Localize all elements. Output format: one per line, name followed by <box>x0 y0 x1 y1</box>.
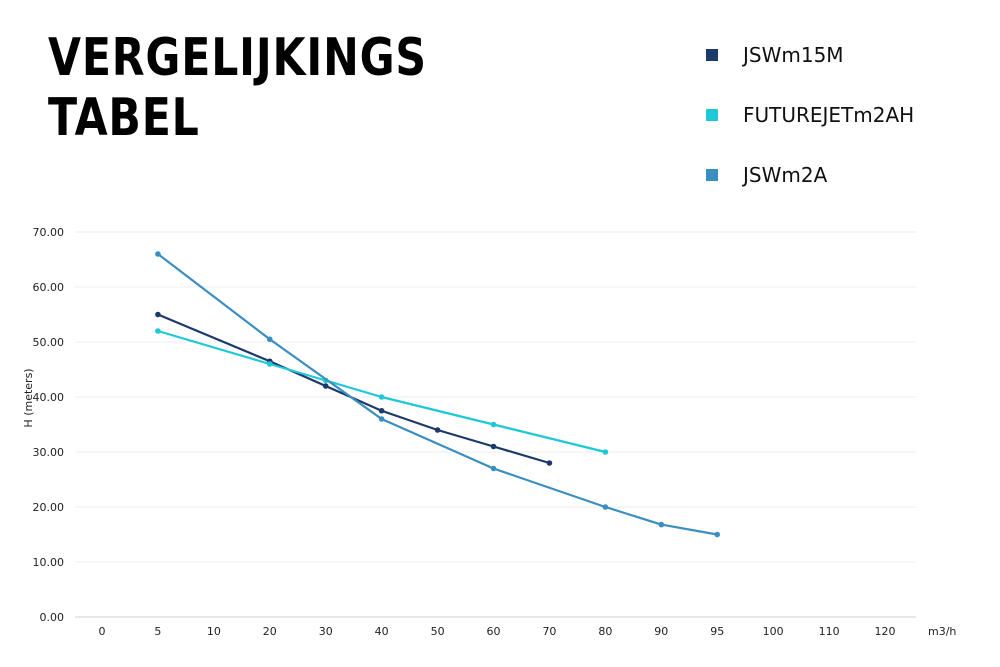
data-point-jswm15m <box>378 407 385 414</box>
y-tick-labels: 0.00 10.00 20.00 30.00 40.00 50.00 60.00 70.00 <box>33 226 65 624</box>
data-point-jswm2a <box>266 336 273 343</box>
chart-series <box>155 251 721 538</box>
x-tick-label: 40 <box>375 625 389 638</box>
legend-item-jswm2a: JSWm2A <box>706 160 914 190</box>
x-tick-label: 90 <box>654 625 668 638</box>
x-tick-label: 100 <box>763 625 784 638</box>
data-point-jswm2a <box>658 521 665 528</box>
data-point-jswm15m <box>434 427 441 433</box>
y-tick-label: 70.00 <box>33 226 65 239</box>
chart-grid <box>75 231 916 618</box>
y-tick-label: 10.00 <box>33 556 65 569</box>
legend-item-jswm15m: JSWm15M <box>706 40 914 70</box>
data-point-futurejetm2ah <box>378 394 385 400</box>
series-line-futurejetm2ah <box>157 329 606 454</box>
x-tick-label: 70 <box>542 625 556 638</box>
chart-title-line-2: TABEL <box>48 88 200 148</box>
data-point-jswm15m <box>322 383 329 389</box>
series-line-jswm2a <box>157 253 718 536</box>
legend-item-futurejetm2ah: FUTUREJETm2AH <box>706 100 914 130</box>
x-tick-label: 5 <box>154 625 161 638</box>
x-axis-label: m3/h <box>928 625 956 638</box>
y-tick-label: 0.00 <box>40 611 65 624</box>
chart-title-line-1: VERGELIJKINGS <box>48 28 427 88</box>
x-tick-label: 95 <box>710 625 724 638</box>
data-point-futurejetm2ah <box>266 361 273 367</box>
data-point-futurejetm2ah <box>602 449 609 455</box>
x-tick-label: 110 <box>819 625 840 638</box>
data-point-jswm2a <box>714 531 721 538</box>
x-tick-label: 10 <box>207 625 221 638</box>
data-point-jswm2a <box>490 465 497 472</box>
x-tick-label: 20 <box>263 625 277 638</box>
legend-label-futurejetm2ah: FUTUREJETm2AH <box>743 103 915 127</box>
x-tick-label: 0 <box>99 625 106 638</box>
x-tick-label: 60 <box>487 625 501 638</box>
x-tick-label: 30 <box>319 625 333 638</box>
chart-legend: JSWm15M FUTUREJETm2AH JSWm2A <box>706 40 914 220</box>
data-point-jswm2a <box>602 504 609 510</box>
legend-label-jswm2a: JSWm2A <box>743 163 828 187</box>
y-tick-label: 60.00 <box>33 281 65 294</box>
y-axis-label: H (meters) <box>22 368 35 427</box>
data-point-jswm15m <box>546 460 553 466</box>
x-tick-label: 120 <box>875 625 896 638</box>
legend-label-jswm15m: JSWm15M <box>743 43 844 67</box>
y-tick-label: 40.00 <box>33 391 65 404</box>
y-tick-label: 30.00 <box>33 446 65 459</box>
data-point-futurejetm2ah <box>155 328 161 334</box>
legend-swatch-futurejetm2ah <box>706 109 718 121</box>
y-tick-label: 50.00 <box>33 336 65 349</box>
x-tick-labels: 0 5 10 20 30 40 50 60 70 80 90 95 100 110 120 <box>99 625 896 638</box>
x-tick-label: 50 <box>431 625 445 638</box>
data-point-futurejetm2ah <box>490 421 497 428</box>
y-tick-label: 20.00 <box>33 501 65 514</box>
legend-swatch-jswm15m <box>706 49 718 61</box>
chart-title: VERGELIJKINGS TABEL <box>48 28 427 148</box>
x-tick-label: 80 <box>598 625 612 638</box>
data-point-jswm2a <box>378 416 385 422</box>
data-point-jswm15m <box>155 311 161 318</box>
legend-swatch-jswm2a <box>706 169 718 181</box>
data-point-jswm15m <box>490 443 497 450</box>
data-point-jswm2a <box>155 251 161 257</box>
